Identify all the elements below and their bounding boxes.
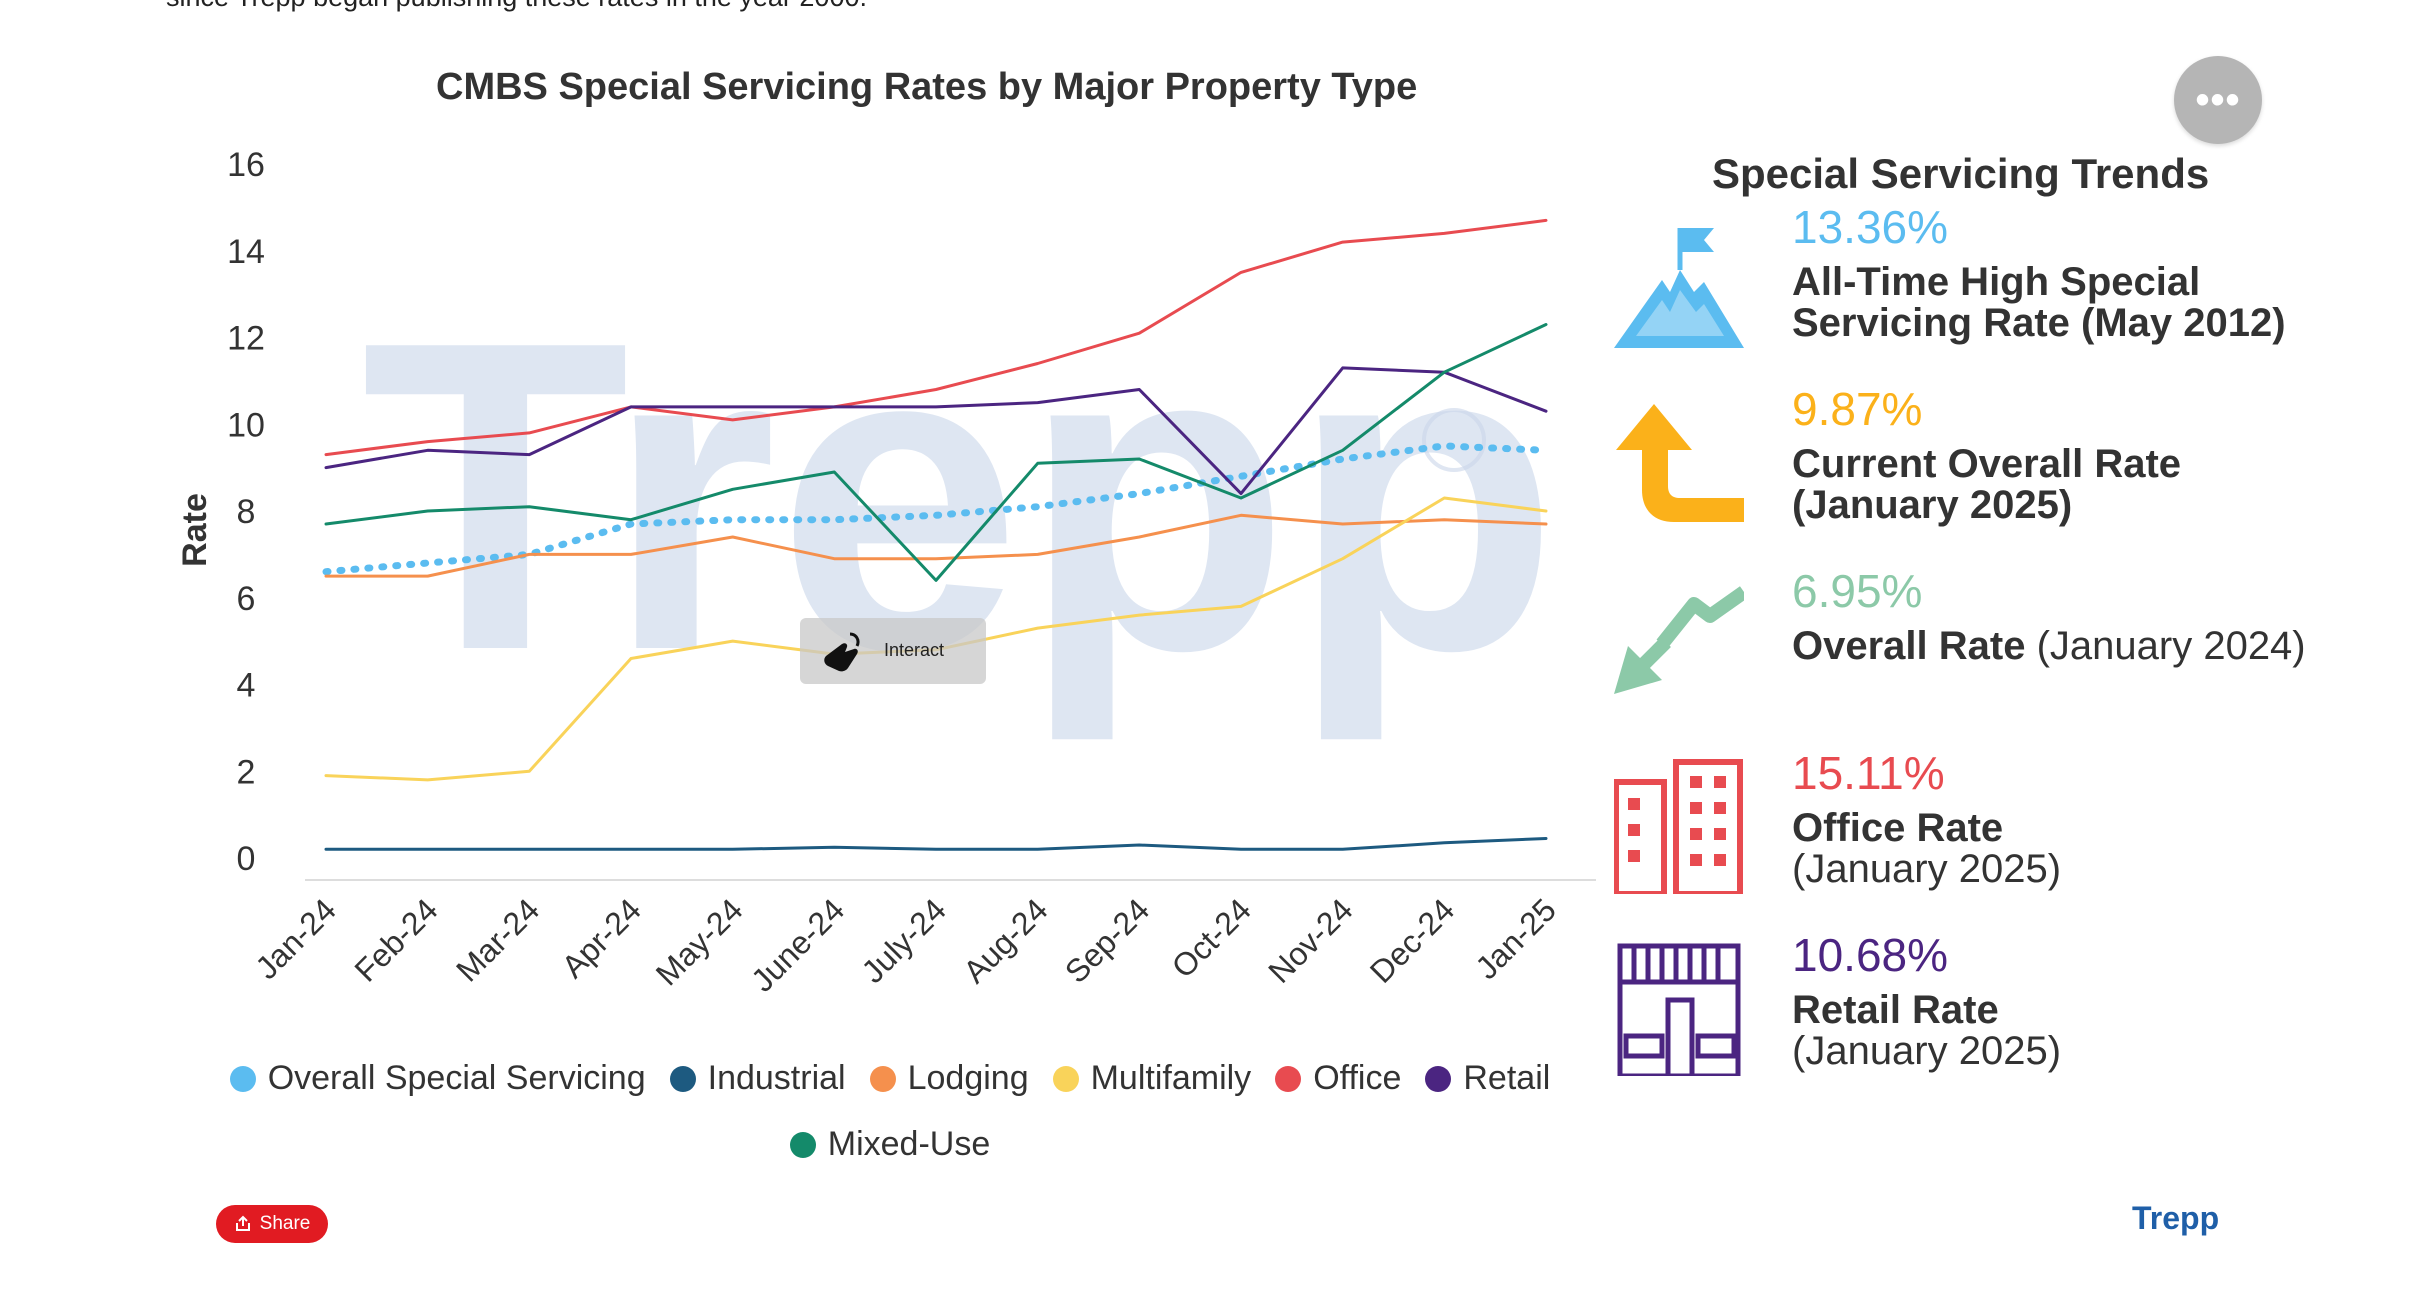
intro-text: since Trepp began publishing these rates… bbox=[166, 0, 867, 13]
legend-marker bbox=[229, 1066, 256, 1092]
interact-label: Interact bbox=[884, 640, 945, 660]
y-tick-label: 14 bbox=[227, 233, 265, 271]
y-axis-label: Rate bbox=[176, 493, 214, 567]
legend-label: Mixed-Use bbox=[827, 1125, 991, 1163]
legend-item[interactable]: Lodging bbox=[869, 1045, 1029, 1111]
brand-logo[interactable]: Trepp bbox=[2132, 1200, 2220, 1236]
legend-label: Lodging bbox=[907, 1059, 1029, 1097]
trend-value: 10.68% bbox=[1792, 929, 1949, 981]
watermark-registered-icon bbox=[1422, 408, 1486, 472]
trend-item: 6.95% Overall Rate (January 2024) bbox=[1614, 564, 2334, 734]
y-tick-label: 4 bbox=[237, 667, 256, 705]
more-horizontal-icon: ••• bbox=[2195, 77, 2241, 122]
trend-item: 10.68% Retail Rate (January 2025) bbox=[1614, 928, 2334, 1098]
x-tick-label: Aug-24 bbox=[956, 891, 1054, 989]
legend-item[interactable]: Overall Special Servicing bbox=[229, 1045, 646, 1111]
y-tick-label: 0 bbox=[237, 840, 256, 878]
legend-label: Office bbox=[1313, 1059, 1402, 1097]
share-button[interactable]: Share bbox=[216, 1205, 328, 1243]
mountain-flag-icon bbox=[1614, 228, 1744, 348]
trend-value: 15.11% bbox=[1792, 747, 1945, 799]
x-tick-label: Nov-24 bbox=[1261, 891, 1359, 989]
series-line-industrial bbox=[324, 837, 1548, 851]
trends-title: Special Servicing Trends bbox=[1712, 150, 2210, 197]
x-tick-label: Dec-24 bbox=[1363, 891, 1461, 989]
trend-down-arrow-icon bbox=[1614, 586, 1744, 694]
legend-label: Retail bbox=[1463, 1059, 1551, 1097]
hand-pointer-icon bbox=[824, 632, 860, 672]
x-tick-label: Mar-24 bbox=[449, 891, 546, 988]
trend-label: All-Time High Special Servicing Rate (Ma… bbox=[1792, 260, 2286, 345]
more-options-button[interactable]: ••• bbox=[2174, 56, 2262, 144]
series-line-mixed-use bbox=[324, 323, 1548, 582]
legend-label: Overall Special Servicing bbox=[267, 1059, 646, 1097]
share-label: Share bbox=[259, 1213, 311, 1234]
trend-value: 6.95% bbox=[1792, 565, 1923, 617]
legend-marker bbox=[789, 1132, 816, 1158]
chart-title: CMBS Special Servicing Rates by Major Pr… bbox=[436, 66, 1418, 108]
x-tick-label: Sep-24 bbox=[1058, 891, 1156, 989]
trend-item: 9.87% Current Overall Rate (January 2025… bbox=[1614, 382, 2334, 552]
series-line-lodging bbox=[324, 513, 1548, 578]
arrow-up-turn-icon bbox=[1616, 404, 1744, 522]
legend-marker bbox=[1425, 1066, 1452, 1092]
legend-item[interactable]: Industrial bbox=[669, 1045, 846, 1111]
x-tick-label: Jan-24 bbox=[248, 891, 343, 986]
y-tick-label: 10 bbox=[227, 406, 265, 444]
y-tick-label: 6 bbox=[237, 580, 256, 618]
x-tick-label: Feb-24 bbox=[347, 891, 444, 988]
series-line-overall-special-servicing bbox=[322, 442, 1550, 576]
y-tick-label: 12 bbox=[227, 320, 265, 358]
storefront-icon bbox=[1617, 943, 1741, 1076]
x-tick-label: June-24 bbox=[744, 891, 851, 998]
x-tick-label: July-24 bbox=[855, 891, 953, 989]
series-line-office bbox=[324, 218, 1548, 457]
legend-item[interactable]: Mixed-Use bbox=[789, 1111, 991, 1177]
legend-marker bbox=[1052, 1066, 1079, 1092]
legend-marker bbox=[869, 1066, 896, 1092]
office-building-icon bbox=[1614, 759, 1743, 894]
legend-item[interactable]: Office bbox=[1275, 1045, 1401, 1111]
legend-label: Industrial bbox=[707, 1059, 846, 1097]
x-tick-label: Jan-25 bbox=[1468, 891, 1563, 986]
chart-legend: Overall Special Servicing Industrial Lodgi… bbox=[210, 1045, 1570, 1177]
x-tick-label: Oct-24 bbox=[1165, 891, 1258, 984]
trend-label: Retail Rate (January 2025) bbox=[1792, 988, 2062, 1073]
y-tick-label: 2 bbox=[237, 753, 256, 791]
trend-item: 15.11% Office Rate (January 2025) bbox=[1614, 746, 2334, 916]
legend-item[interactable]: Retail bbox=[1425, 1045, 1550, 1111]
y-tick-label: 16 bbox=[227, 146, 265, 184]
x-tick-label: Apr-24 bbox=[555, 891, 648, 984]
legend-label: Multifamily bbox=[1090, 1059, 1252, 1097]
series-line-retail bbox=[324, 366, 1548, 496]
legend-marker bbox=[1275, 1066, 1302, 1092]
legend-item[interactable]: Multifamily bbox=[1052, 1045, 1252, 1111]
trend-label: Overall Rate (January 2024) bbox=[1792, 624, 2306, 668]
trend-item: 13.36% All-Time High Special Servicing R… bbox=[1614, 200, 2334, 370]
trend-label: Current Overall Rate (January 2025) bbox=[1792, 442, 2182, 527]
trend-value: 9.87% bbox=[1792, 383, 1923, 435]
y-tick-label: 8 bbox=[237, 493, 256, 531]
x-tick-label: May-24 bbox=[649, 891, 750, 992]
trend-label: Office Rate (January 2025) bbox=[1792, 806, 2062, 891]
interact-hint[interactable]: Interact bbox=[800, 618, 986, 684]
share-icon bbox=[235, 1215, 250, 1231]
trend-value: 13.36% bbox=[1792, 201, 1949, 253]
legend-marker bbox=[669, 1066, 696, 1092]
